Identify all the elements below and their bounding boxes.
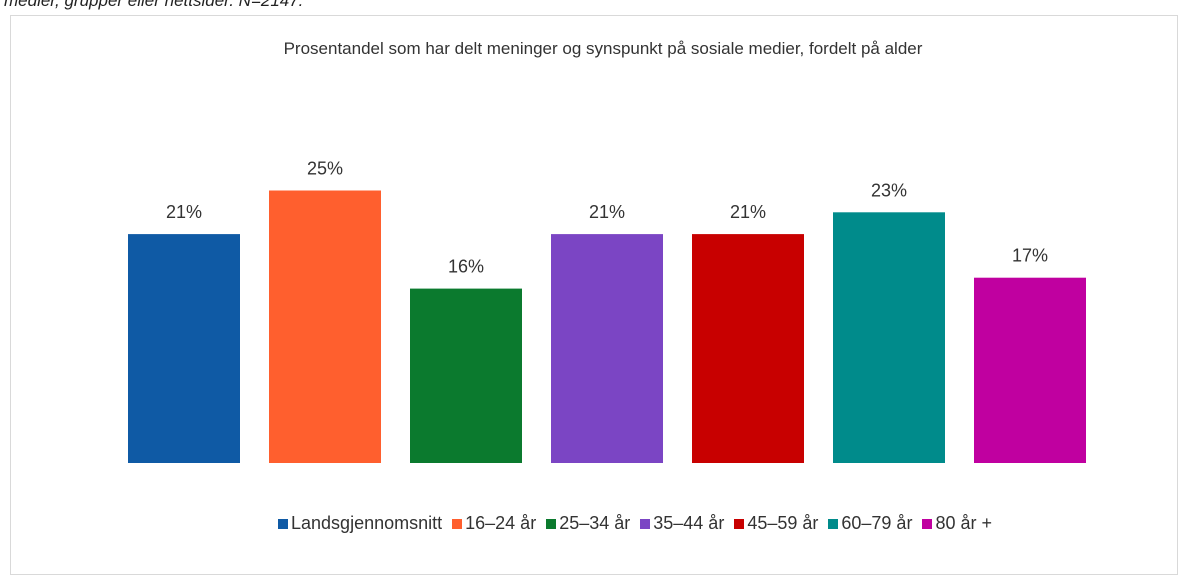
bar [551,234,663,463]
legend-item: 60–79 år [828,513,912,534]
chart: 21% 25% 16% 21% 21% 23% 17% [128,159,1086,463]
legend-label: 35–44 år [653,513,725,533]
legend-label: 16–24 år [465,513,537,533]
bar [128,234,240,463]
legend-item: 25–34 år [546,513,630,534]
bar [410,288,522,463]
legend-item: 80 år + [922,513,992,534]
data-label: 21% [166,202,202,222]
data-label: 23% [871,180,907,200]
legend-item: 45–59 år [734,513,818,534]
legend-swatch [828,518,839,529]
data-label: 17% [1012,246,1048,266]
legend-label: 45–59 år [747,513,819,533]
legend-item: 35–44 år [640,513,724,534]
chart-title: Prosentandel som har delt meninger og sy… [283,39,923,58]
legend-label: Landsgjennomsnitt [291,513,443,533]
caption: medier, grupper eller nettsider. N=2147. [4,0,304,10]
legend-swatch [640,518,651,529]
bar [833,212,945,463]
bar [974,277,1086,463]
legend-swatch [278,518,289,529]
legend-swatch [922,518,933,529]
legend-swatch [734,518,745,529]
legend-swatch [546,518,557,529]
legend-label: 60–79 år [841,513,913,533]
legend-item: Landsgjennomsnitt [278,513,442,534]
data-label: 21% [730,202,766,222]
bar [692,234,804,463]
legend-item: 16–24 år [452,513,536,534]
legend-label: 80 år + [935,513,992,533]
legend-label: 25–34 år [559,513,631,533]
data-label: 16% [448,257,484,277]
legend-swatch [452,518,463,529]
data-label: 25% [307,159,343,179]
legend: Landsgjennomsnitt 16–24 år 25–34 år 35–44 å… [0,513,1190,534]
data-label: 21% [589,202,625,222]
bar [269,190,381,463]
